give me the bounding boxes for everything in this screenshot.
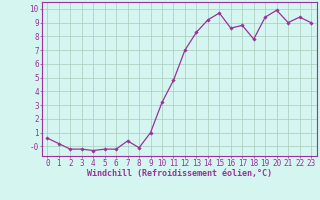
X-axis label: Windchill (Refroidissement éolien,°C): Windchill (Refroidissement éolien,°C) [87, 169, 272, 178]
